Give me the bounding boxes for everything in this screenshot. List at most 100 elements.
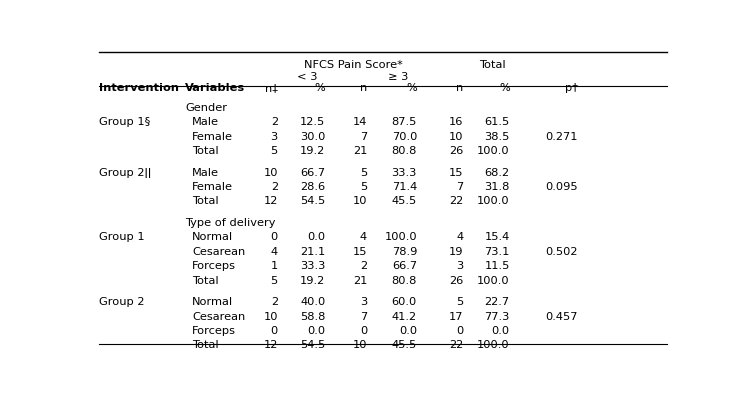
Text: 80.8: 80.8: [392, 276, 417, 285]
Text: 7: 7: [456, 182, 463, 192]
Text: 12: 12: [263, 197, 278, 206]
Text: n: n: [360, 83, 367, 93]
Text: 10: 10: [263, 312, 278, 322]
Text: 22: 22: [449, 197, 463, 206]
Text: 5: 5: [271, 276, 278, 285]
Text: 21: 21: [353, 146, 367, 156]
Text: 3: 3: [360, 297, 367, 307]
Text: 38.5: 38.5: [485, 131, 509, 142]
Text: 10: 10: [449, 131, 463, 142]
Text: 0.0: 0.0: [307, 326, 325, 336]
Text: 0: 0: [360, 326, 367, 336]
Text: 12: 12: [263, 340, 278, 350]
Text: Forceps: Forceps: [192, 261, 236, 271]
Text: 15: 15: [352, 247, 367, 257]
Text: 33.3: 33.3: [300, 261, 325, 271]
Text: 3: 3: [271, 131, 278, 142]
Text: Normal: Normal: [192, 297, 233, 307]
Text: 19.2: 19.2: [300, 276, 325, 285]
Text: 0.271: 0.271: [545, 131, 577, 142]
Text: NFCS Pain Score*: NFCS Pain Score*: [304, 60, 402, 70]
Text: Gender: Gender: [185, 103, 227, 113]
Text: Total: Total: [479, 60, 506, 70]
Text: 14: 14: [353, 117, 367, 127]
Text: 2: 2: [271, 297, 278, 307]
Text: 22.7: 22.7: [485, 297, 509, 307]
Text: 68.2: 68.2: [485, 168, 509, 177]
Text: 0: 0: [271, 326, 278, 336]
Text: 10: 10: [352, 340, 367, 350]
Text: 10: 10: [263, 168, 278, 177]
Text: Cesarean: Cesarean: [192, 247, 245, 257]
Text: 54.5: 54.5: [300, 340, 325, 350]
Text: 19.2: 19.2: [300, 146, 325, 156]
Text: 5: 5: [456, 297, 463, 307]
Text: 0.0: 0.0: [307, 232, 325, 243]
Text: 16: 16: [449, 117, 463, 127]
Text: 1: 1: [271, 261, 278, 271]
Text: 2: 2: [271, 117, 278, 127]
Text: 11.5: 11.5: [485, 261, 509, 271]
Text: 70.0: 70.0: [392, 131, 417, 142]
Text: 71.4: 71.4: [392, 182, 417, 192]
Text: 21.1: 21.1: [300, 247, 325, 257]
Text: 77.3: 77.3: [485, 312, 509, 322]
Text: 4: 4: [456, 232, 463, 243]
Text: 0.095: 0.095: [545, 182, 577, 192]
Text: 2: 2: [271, 182, 278, 192]
Text: Group 1: Group 1: [99, 232, 145, 243]
Text: Total: Total: [192, 146, 218, 156]
Text: 22: 22: [449, 340, 463, 350]
Text: 78.9: 78.9: [392, 247, 417, 257]
Text: 73.1: 73.1: [485, 247, 509, 257]
Text: ≥ 3: ≥ 3: [387, 71, 408, 82]
Text: 0: 0: [456, 326, 463, 336]
Text: 10: 10: [352, 197, 367, 206]
Text: 21: 21: [353, 276, 367, 285]
Text: Total: Total: [192, 276, 218, 285]
Text: 0: 0: [271, 232, 278, 243]
Text: 28.6: 28.6: [300, 182, 325, 192]
Text: 100.0: 100.0: [477, 197, 509, 206]
Text: 7: 7: [360, 131, 367, 142]
Text: 5: 5: [271, 146, 278, 156]
Text: 15: 15: [449, 168, 463, 177]
Text: 54.5: 54.5: [300, 197, 325, 206]
Text: %: %: [406, 83, 417, 93]
Text: 3: 3: [456, 261, 463, 271]
Text: 26: 26: [449, 276, 463, 285]
Text: 12.5: 12.5: [300, 117, 325, 127]
Text: 15.4: 15.4: [485, 232, 509, 243]
Text: 41.2: 41.2: [392, 312, 417, 322]
Text: 100.0: 100.0: [477, 340, 509, 350]
Text: Cesarean: Cesarean: [192, 312, 245, 322]
Text: 26: 26: [449, 146, 463, 156]
Text: %: %: [499, 83, 509, 93]
Text: 31.8: 31.8: [485, 182, 509, 192]
Text: Group 2: Group 2: [99, 297, 145, 307]
Text: 0.0: 0.0: [491, 326, 509, 336]
Text: Female: Female: [192, 182, 233, 192]
Text: 100.0: 100.0: [384, 232, 417, 243]
Text: 17: 17: [449, 312, 463, 322]
Text: 0.502: 0.502: [545, 247, 577, 257]
Text: 61.5: 61.5: [485, 117, 509, 127]
Text: 66.7: 66.7: [300, 168, 325, 177]
Text: Total: Total: [192, 340, 218, 350]
Text: n: n: [456, 83, 463, 93]
Text: 40.0: 40.0: [300, 297, 325, 307]
Text: Group 2ǀǀ: Group 2ǀǀ: [99, 168, 152, 177]
Text: Forceps: Forceps: [192, 326, 236, 336]
Text: 60.0: 60.0: [392, 297, 417, 307]
Text: Male: Male: [192, 117, 219, 127]
Text: Intervention: Intervention: [99, 83, 180, 93]
Text: 7: 7: [360, 312, 367, 322]
Text: 5: 5: [360, 182, 367, 192]
Text: 45.5: 45.5: [392, 340, 417, 350]
Text: Normal: Normal: [192, 232, 233, 243]
Text: Male: Male: [192, 168, 219, 177]
Text: 33.3: 33.3: [392, 168, 417, 177]
Text: Total: Total: [192, 197, 218, 206]
Text: Variables: Variables: [185, 83, 245, 93]
Text: p†: p†: [565, 83, 577, 93]
